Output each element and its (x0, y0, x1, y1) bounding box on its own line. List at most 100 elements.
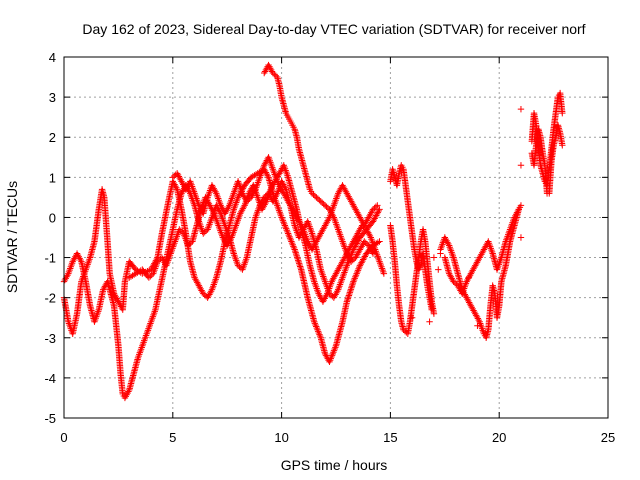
data-marker (313, 324, 321, 332)
data-marker (401, 327, 409, 335)
data-marker (239, 205, 247, 212)
data-marker (284, 230, 292, 237)
data-marker (248, 192, 256, 199)
data-marker (273, 191, 280, 199)
data-marker (276, 170, 283, 177)
data-marker (464, 296, 471, 303)
data-marker (283, 227, 291, 234)
data-marker (380, 270, 388, 277)
data-marker (290, 243, 297, 250)
data-marker (336, 263, 343, 271)
data-marker (282, 223, 289, 231)
chart-title: Day 162 of 2023, Sidereal Day-to-day VTE… (82, 21, 585, 37)
data-marker (476, 254, 483, 261)
data-marker (442, 235, 449, 243)
data-marker (249, 173, 256, 180)
data-marker (294, 255, 301, 262)
data-marker (353, 207, 360, 215)
data-marker (443, 237, 450, 244)
data-marker (240, 193, 248, 200)
data-marker (127, 273, 135, 280)
data-marker (331, 273, 338, 281)
data-marker (64, 272, 71, 279)
data-markers (60, 61, 566, 402)
data-marker (278, 214, 285, 221)
data-marker (374, 202, 381, 209)
y-tick-label: -2 (44, 291, 56, 306)
x-tick-label: 10 (274, 430, 288, 445)
data-marker (223, 207, 230, 214)
data-marker (286, 235, 294, 242)
data-marker (462, 292, 469, 300)
tick-labels: -5 -4 -3 -2 -1 0 1 2 3 4 0 5 10 15 20 25 (44, 50, 615, 445)
y-tick-label: -1 (44, 251, 56, 266)
data-marker (517, 202, 525, 209)
data-marker (134, 269, 141, 276)
data-marker (318, 228, 325, 236)
data-marker (354, 267, 362, 274)
data-marker (292, 249, 299, 256)
data-marker (346, 290, 353, 298)
data-marker (261, 201, 268, 208)
data-marker (129, 272, 136, 279)
data-marker (428, 306, 435, 313)
data-marker (271, 194, 278, 202)
data-marker (292, 250, 300, 258)
data-marker (480, 246, 488, 253)
data-marker (479, 249, 486, 256)
data-marker (316, 331, 323, 338)
data-marker (280, 189, 287, 196)
data-marker (559, 109, 566, 117)
data-marker (323, 203, 330, 210)
data-marker (196, 284, 203, 291)
data-marker (347, 286, 355, 293)
data-marker (363, 217, 371, 224)
data-marker (271, 71, 278, 78)
data-marker (514, 207, 522, 215)
data-marker (374, 209, 382, 216)
data-marker (195, 282, 203, 289)
data-marker (284, 197, 291, 204)
data-marker (154, 258, 161, 265)
data-marker (352, 254, 359, 261)
data-marker (352, 233, 360, 240)
data-marker (475, 255, 482, 263)
data-marker (355, 265, 362, 272)
data-marker (366, 212, 373, 220)
data-marker (371, 204, 378, 212)
data-marker (326, 206, 333, 213)
data-marker (370, 216, 378, 224)
data-marker (343, 190, 351, 197)
data-marker (376, 206, 383, 213)
data-marker (328, 353, 335, 361)
data-marker (354, 251, 361, 258)
data-marker (173, 170, 181, 177)
data-marker (352, 272, 360, 279)
data-marker (338, 260, 345, 268)
data-marker (474, 315, 482, 322)
data-marker (367, 245, 374, 252)
data-marker (331, 272, 339, 279)
x-tick-label: 0 (60, 430, 67, 445)
data-marker (349, 201, 357, 208)
data-marker (174, 171, 182, 179)
x-tick-label: 15 (383, 430, 397, 445)
data-marker (296, 219, 304, 227)
data-marker (342, 188, 350, 195)
data-marker (124, 389, 131, 397)
data-marker (481, 244, 489, 252)
data-marker (197, 285, 204, 293)
data-marker (451, 279, 459, 287)
data-marker (353, 270, 360, 277)
data-marker (366, 243, 373, 251)
data-marker (357, 260, 364, 268)
data-marker (479, 247, 487, 255)
data-marker (517, 162, 525, 169)
data-marker (465, 297, 472, 305)
data-marker (341, 185, 348, 192)
data-marker (287, 202, 294, 209)
data-marker (355, 212, 363, 220)
data-marker (361, 220, 369, 228)
data-marker (470, 265, 477, 272)
